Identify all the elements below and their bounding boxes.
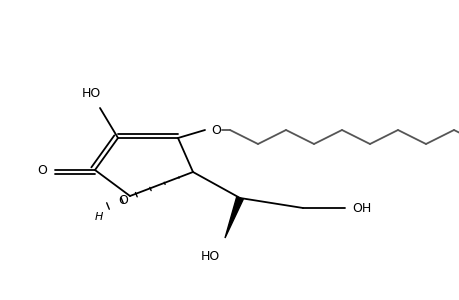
Polygon shape [224, 197, 243, 238]
Text: H: H [95, 212, 103, 222]
Text: HO: HO [200, 250, 219, 263]
Text: O: O [37, 164, 47, 176]
Text: HO: HO [81, 87, 101, 100]
Text: O: O [211, 124, 220, 136]
Text: O: O [118, 194, 128, 206]
Text: OH: OH [351, 202, 370, 214]
